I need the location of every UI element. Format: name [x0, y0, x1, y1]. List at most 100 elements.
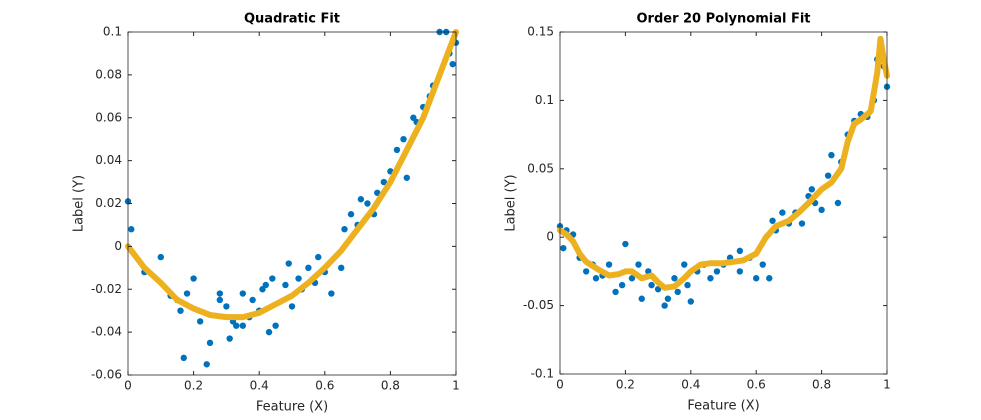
x-tick-label: 1 — [452, 379, 460, 393]
data-point — [400, 135, 407, 143]
data-point — [449, 60, 456, 68]
x-axis-label: Feature (X) — [687, 399, 759, 414]
y-tick-label: -0.04 — [91, 325, 122, 339]
data-point — [736, 268, 744, 275]
subplot: 0 0.2 0.4 0.6 0.8 1 -0.06 -0.04 -0.02 0 0.02 0.04 0.… — [72, 12, 460, 415]
x-tick-label: 1 — [883, 378, 891, 392]
y-tick-label: 0.06 — [95, 110, 122, 124]
x-tick-label: 0.4 — [250, 379, 269, 393]
data-point — [828, 151, 835, 159]
x-tick-label: 0.6 — [315, 379, 334, 393]
x-tick-label: 0.8 — [381, 379, 400, 393]
y-tick-label: 0.15 — [527, 25, 554, 39]
data-point — [618, 281, 626, 289]
data-point — [190, 275, 197, 282]
data-point — [239, 290, 246, 297]
data-point — [216, 290, 224, 297]
x-tick-label: 0.2 — [616, 378, 635, 392]
data-point — [272, 322, 279, 329]
data-point — [341, 226, 348, 233]
data-point — [779, 209, 786, 216]
data-point — [612, 288, 619, 296]
data-point — [674, 288, 681, 296]
data-point — [282, 281, 289, 289]
x-tick-label: 0.2 — [184, 379, 203, 393]
data-point — [560, 244, 567, 252]
data-point — [834, 199, 842, 207]
data-point — [206, 339, 214, 347]
data-point — [285, 260, 292, 267]
y-tick-label: -0.1 — [531, 367, 554, 381]
data-point — [684, 281, 691, 289]
data-point — [288, 303, 296, 310]
data-point — [223, 303, 230, 310]
data-point — [347, 211, 355, 218]
data-point — [638, 295, 645, 302]
y-axis-label: Label (Y) — [504, 174, 519, 231]
data-point — [769, 217, 776, 224]
data-point — [157, 253, 164, 261]
data-point — [753, 275, 760, 282]
data-point — [315, 253, 322, 261]
x-tick-label: 0.6 — [747, 378, 766, 392]
fit-line — [557, 35, 890, 291]
data-point — [328, 290, 335, 297]
data-point — [671, 275, 678, 282]
data-point — [707, 275, 714, 282]
data-point — [592, 275, 600, 282]
data-point — [196, 318, 204, 325]
data-point — [648, 281, 655, 289]
data-point — [357, 196, 365, 203]
data-point — [239, 322, 246, 329]
data-point — [295, 275, 302, 282]
data-point — [393, 146, 401, 154]
data-point — [265, 328, 273, 336]
data-point — [766, 275, 773, 282]
y-tick-label: 0.02 — [95, 196, 122, 210]
data-point — [183, 290, 191, 297]
chart-title: Order 20 Polynomial Fit — [636, 12, 810, 27]
data-point — [628, 275, 636, 282]
y-axis-label: Label (Y) — [72, 175, 87, 232]
x-tick-label: 0.8 — [812, 378, 831, 392]
y-tick-label: 0.08 — [95, 67, 122, 81]
y-tick-label: 0.05 — [527, 161, 554, 175]
x-axis-label: Feature (X) — [256, 400, 328, 415]
data-point — [605, 261, 613, 268]
data-point — [824, 172, 832, 179]
y-tick-label: 0 — [114, 239, 122, 253]
y-tick-label: 0.04 — [95, 153, 122, 167]
subplot: 0 0.2 0.4 0.6 0.8 1 -0.1 -0.05 0 0.05 0.1 0.15 Order… — [504, 12, 891, 414]
y-tick-label: -0.06 — [91, 368, 122, 382]
data-point — [180, 354, 187, 362]
y-tick-label: 0.1 — [535, 93, 554, 107]
data-point — [364, 200, 371, 207]
data-point — [713, 268, 721, 275]
y-tick-label: 0.1 — [103, 25, 122, 39]
data-point — [269, 275, 276, 282]
data-point — [216, 296, 224, 304]
data-point — [338, 264, 345, 272]
x-tick-label: 0 — [124, 379, 132, 393]
axes-box — [127, 31, 457, 376]
data-point — [622, 240, 629, 248]
data-point — [736, 247, 744, 255]
data-point — [374, 189, 381, 196]
data-point — [226, 335, 233, 342]
data-point — [233, 322, 240, 329]
data-point — [403, 174, 410, 181]
y-tick-label: -0.05 — [523, 298, 554, 312]
data-point — [798, 220, 806, 227]
data-point — [177, 307, 184, 314]
y-tick-label: 0 — [546, 230, 554, 244]
fit-line — [125, 29, 459, 321]
data-point — [262, 281, 269, 289]
axes-box — [559, 31, 888, 375]
data-point — [818, 206, 825, 214]
x-tick-label: 0 — [556, 378, 564, 392]
data-point — [249, 296, 256, 304]
data-point — [305, 264, 312, 272]
data-point — [128, 226, 135, 233]
y-tick-label: -0.02 — [91, 282, 122, 296]
